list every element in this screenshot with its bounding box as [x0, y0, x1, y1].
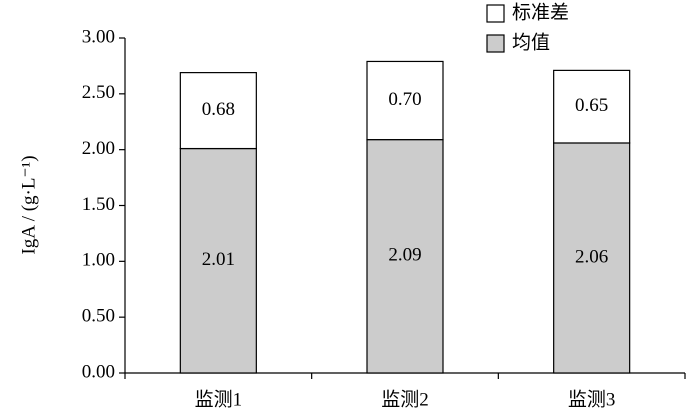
- y-tick-label: 0.50: [82, 306, 115, 327]
- value-label: 0.70: [388, 89, 421, 110]
- value-label: 2.09: [388, 245, 421, 266]
- legend-label: 均值: [512, 31, 550, 53]
- y-tick-label: 1.50: [82, 194, 115, 215]
- legend-swatch: [486, 34, 505, 53]
- x-tick-label: 监测1: [195, 388, 243, 410]
- value-label: 2.06: [575, 246, 608, 267]
- y-tick-label: 2.00: [82, 138, 115, 159]
- bar-segment: [366, 60, 444, 141]
- x-tick-label: 监测3: [568, 388, 616, 410]
- bar-segment: [553, 69, 631, 144]
- y-axis-label: IgA / (g·L⁻¹): [18, 155, 39, 254]
- value-label: 0.68: [202, 99, 235, 120]
- legend-swatch: [486, 4, 505, 23]
- bar-segment: [179, 147, 257, 374]
- legend-label: 标准差: [512, 1, 569, 23]
- bar-segment: [179, 72, 257, 150]
- y-tick-label: 0.00: [82, 361, 115, 382]
- x-tick-label: 监测2: [381, 388, 429, 410]
- y-tick-label: 1.00: [82, 250, 115, 271]
- value-label: 0.65: [575, 95, 608, 116]
- bar-segment: [366, 139, 444, 374]
- y-tick-label: 3.00: [82, 26, 115, 47]
- value-label: 2.01: [202, 249, 235, 270]
- y-tick-label: 2.50: [82, 82, 115, 103]
- bar-segment: [553, 142, 631, 374]
